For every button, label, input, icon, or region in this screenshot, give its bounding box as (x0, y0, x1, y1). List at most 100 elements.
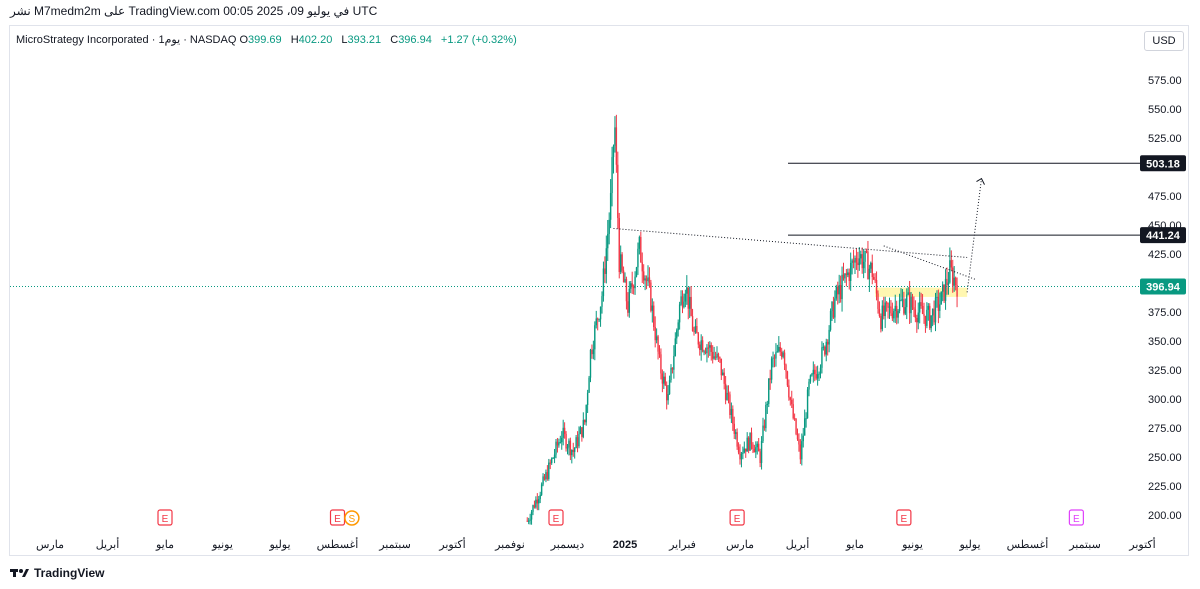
x-tick-label: سبتمبر (378, 539, 411, 551)
candle-body (838, 284, 840, 295)
candle-body (773, 357, 776, 359)
earnings-event-label: E (734, 514, 741, 525)
x-tick-label: أكتوبر (438, 537, 465, 551)
candle-body (875, 279, 878, 294)
candle-body (821, 347, 823, 368)
candle-body (540, 484, 543, 495)
chart-frame (9, 25, 1189, 556)
candle-body (563, 427, 566, 434)
earnings-event-marker[interactable] (896, 509, 912, 526)
earnings-event-label: E (334, 514, 341, 525)
candle-body (880, 316, 882, 330)
candle-body (596, 318, 599, 320)
split-event-marker[interactable] (344, 510, 360, 526)
candle-body (694, 326, 697, 333)
candle-body (851, 260, 853, 263)
change-value: +1.27 (+0.32%) (440, 34, 517, 46)
candle-body (890, 306, 892, 314)
candle-body (874, 279, 876, 281)
earnings-event-label: E (553, 514, 560, 525)
candle-body (663, 376, 665, 384)
earnings-event-marker[interactable] (1068, 509, 1084, 526)
candle-body (568, 440, 570, 448)
candle-body (747, 437, 750, 451)
candle-body (742, 452, 744, 454)
high-label: H (290, 34, 299, 46)
candle-body (648, 277, 651, 283)
x-tick-label: 2025 (613, 539, 637, 551)
tradingview-logo[interactable]: TradingView (10, 566, 104, 580)
candle-body (553, 454, 556, 458)
candle-body (533, 505, 536, 508)
candle-body (598, 319, 600, 321)
trendline-upper (613, 227, 968, 258)
candle-body (575, 437, 577, 449)
candle-body (581, 427, 583, 437)
tradingview-brand: TradingView (34, 566, 105, 580)
candle-body (558, 442, 560, 446)
candle-body (816, 374, 819, 379)
candle-body (811, 374, 813, 376)
candle-body (584, 419, 586, 423)
candle-body (729, 394, 731, 415)
candle-body (668, 380, 671, 395)
candle-body (607, 233, 609, 249)
open-label: O (239, 34, 248, 46)
candle-body (700, 340, 702, 350)
candle-body (913, 307, 915, 310)
candle-body (864, 250, 866, 262)
earnings-event-marker[interactable] (548, 509, 564, 526)
candle-body (782, 352, 784, 357)
earnings-event-marker[interactable] (157, 509, 173, 526)
candle-body (762, 425, 764, 442)
candle-body (947, 282, 950, 285)
candle-body (894, 305, 896, 312)
candle-body (749, 432, 751, 451)
candle-body (630, 283, 632, 289)
close-value: 396.94 (398, 34, 432, 46)
candle-body (678, 304, 681, 323)
candle-body (664, 376, 666, 386)
x-tick-label: أبريل (96, 537, 120, 551)
candle-body (622, 270, 625, 283)
candle-body (661, 373, 664, 384)
earnings-event-marker[interactable] (729, 509, 745, 526)
candle-body (642, 271, 645, 281)
candle-body (693, 330, 695, 333)
candle-body (703, 351, 705, 353)
currency-button[interactable]: USD (1144, 31, 1184, 51)
candle-body (792, 404, 794, 419)
candle-body (578, 433, 580, 447)
projection-arrow-head (976, 177, 985, 185)
candle-body (931, 308, 934, 316)
candle-body (579, 427, 582, 434)
candle-body (615, 127, 618, 165)
y-tick-label: 300.00 (1148, 394, 1182, 406)
candle-body (831, 301, 833, 312)
candle-body (855, 257, 858, 263)
candle-body (860, 254, 862, 259)
candle-body (647, 277, 649, 282)
candle-body (618, 217, 620, 273)
candle-body (674, 338, 677, 356)
candle-body (759, 451, 761, 464)
candle-body (595, 318, 597, 326)
candle-body (720, 358, 723, 376)
x-tick-label: مارس (726, 539, 754, 551)
y-tick-label: 275.00 (1148, 423, 1182, 435)
low-value: 393.21 (347, 34, 382, 46)
candle-body (756, 443, 758, 448)
candle-body (884, 302, 886, 317)
open-value: 399.69 (248, 34, 282, 46)
candle-body (927, 305, 930, 310)
candle-body (805, 418, 807, 420)
candle-body (599, 306, 602, 320)
candle-body (904, 307, 907, 314)
candle-body (824, 346, 826, 355)
candle-body (713, 356, 715, 359)
candle-body (799, 444, 802, 460)
symbol-name: MicroStrategy Incorporated · 1يوم · NASD… (16, 34, 237, 46)
candle-body (569, 440, 572, 456)
candle-body (730, 408, 733, 415)
